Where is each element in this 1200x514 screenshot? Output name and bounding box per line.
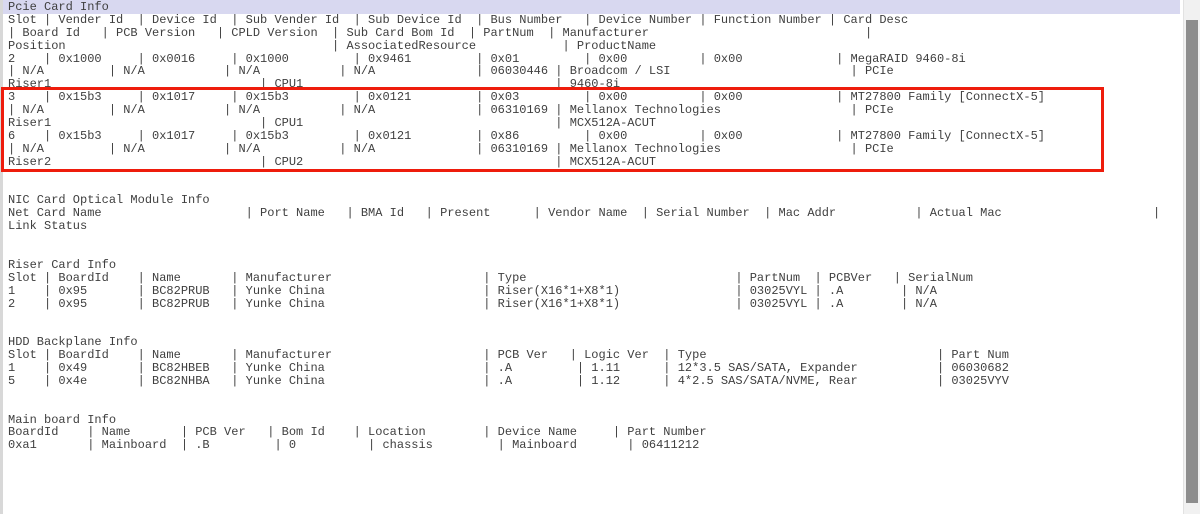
mainboard-row: 0xa1 | Mainboard | .B | 0 | chassis | Ma…: [8, 438, 700, 453]
mainboard-section-title: Main board Info: [8, 412, 117, 427]
pcie-slot6-line-b: | N/A | N/A | N/A | N/A | 06310169 | Mel…: [8, 141, 894, 156]
pcie-slot6-line-c: Riser2 | CPU2 | MCX512A-ACUT: [8, 154, 657, 169]
scrollbar-thumb[interactable]: [1186, 20, 1198, 503]
pcie-header-line-c: Position | AssociatedResource | ProductN…: [8, 38, 657, 53]
pcie-slot3-line-b: | N/A | N/A | N/A | N/A | 06310169 | Mel…: [8, 103, 894, 118]
console-output: Pcie Card Info Slot | Vender Id | Device…: [8, 1, 1160, 452]
main-board-info-section: Main board Info BoardId | Name | PCB Ver…: [8, 412, 1160, 453]
riser-card-info-section: Riser Card Info Slot | BoardId | Name | …: [8, 257, 1160, 311]
riser-row-slot1: 1 | 0x95 | BC82PRUB | Yunke China | Rise…: [8, 283, 937, 298]
hdd-row-slot5: 5 | 0x4e | BC82NHBA | Yunke China | .A |…: [8, 373, 1009, 388]
window-left-border: [0, 0, 3, 514]
nic-header-link-status: Link Status: [8, 219, 88, 234]
hdd-backplane-info-section: HDD Backplane Info Slot | BoardId | Name…: [8, 336, 1160, 388]
hdd-row-slot1: 1 | 0x49 | BC82HBEB | Yunke China | .A |…: [8, 360, 1009, 375]
mainboard-header-line: BoardId | Name | PCB Ver | Bom Id | Loca…: [8, 425, 707, 440]
pcie-slot6-line-a: 6 | 0x15b3 | 0x1017 | 0x15b3 | 0x0121 | …: [8, 128, 1045, 143]
hdd-section-title: HDD Backplane Info: [8, 335, 138, 350]
annotation-red-box: [1, 87, 1104, 172]
pcie-slot3-line-c: Riser1 | CPU1 | MCX512A-ACUT: [8, 116, 657, 131]
nic-section-title: NIC Card Optical Module Info: [8, 193, 210, 208]
riser-header-line: Slot | BoardId | Name | Manufacturer | T…: [8, 270, 973, 285]
pcie-header-line-a: Slot | Vender Id | Device Id | Sub Vende…: [8, 12, 909, 27]
selected-line-highlight: [3, 0, 1180, 14]
pcie-card-info-section: Pcie Card Info Slot | Vender Id | Device…: [8, 1, 1160, 169]
pcie-slot2-line-a: 2 | 0x1000 | 0x0016 | 0x1000 | 0x9461 | …: [8, 51, 966, 66]
pcie-slot3-line-a: 3 | 0x15b3 | 0x1017 | 0x15b3 | 0x0121 | …: [8, 90, 1045, 105]
nic-header-line: Net Card Name | Port Name | BMA Id | Pre…: [8, 206, 1161, 221]
hdd-header-line: Slot | BoardId | Name | Manufacturer | P…: [8, 348, 1009, 363]
nic-optical-module-section: NIC Card Optical Module Info Net Card Na…: [8, 194, 1160, 233]
riser-section-title: Riser Card Info: [8, 257, 117, 272]
pcie-section-title: Pcie Card Info: [8, 0, 109, 14]
pcie-header-line-b: | Board Id | PCB Version | CPLD Version …: [8, 25, 873, 40]
vertical-scrollbar[interactable]: [1183, 0, 1200, 514]
pcie-slot2-line-b: | N/A | N/A | N/A | N/A | 06030446 | Bro…: [8, 64, 894, 79]
riser-row-slot2: 2 | 0x95 | BC82PRUB | Yunke China | Rise…: [8, 296, 937, 311]
